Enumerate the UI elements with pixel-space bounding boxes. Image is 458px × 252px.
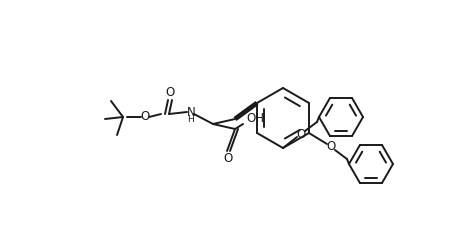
Text: H: H (187, 114, 193, 123)
Text: OH: OH (246, 112, 264, 125)
Text: O: O (327, 141, 336, 153)
Text: O: O (165, 85, 174, 99)
Text: N: N (187, 106, 196, 118)
Text: O: O (296, 128, 305, 141)
Text: O: O (224, 151, 233, 165)
Text: O: O (141, 110, 150, 123)
